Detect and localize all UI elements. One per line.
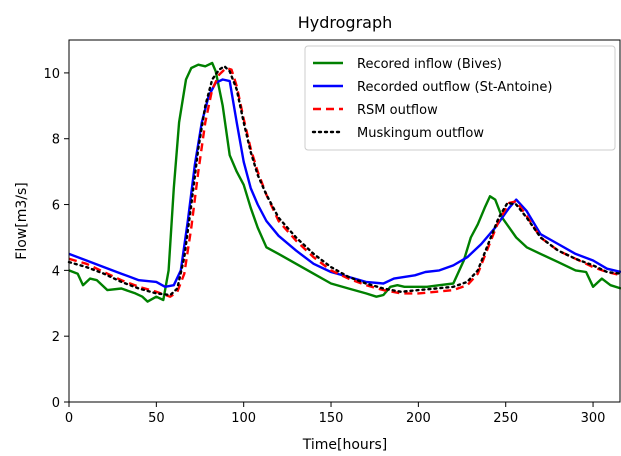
plot-frame [68, 39, 621, 403]
y-tick-label: 2 [52, 330, 60, 345]
y-tick-label: 0 [52, 396, 60, 411]
x-tick-label: 300 [581, 411, 606, 426]
x-tick-label: 0 [65, 411, 73, 426]
legend-entry: RSM outflow [357, 103, 438, 118]
x-axis: 0 50 100 150 200 250 300 [65, 402, 606, 426]
legend-entry: Muskingum outflow [357, 126, 484, 141]
chart-title: Hydrograph [298, 13, 393, 32]
y-tick-label: 4 [52, 264, 60, 279]
series-line-4 [67, 65, 621, 297]
series-line-2 [68, 78, 621, 288]
series-line-3 [68, 66, 621, 298]
x-axis-label: Time[hours] [302, 437, 388, 453]
legend-entry: Recored inflow (Bives) [357, 57, 502, 72]
series-line-1 [68, 61, 621, 303]
y-tick-label: 10 [43, 67, 60, 82]
legend: Recored inflow (Bives) Recorded outflow (… [304, 45, 616, 151]
y-tick-label: 6 [52, 199, 60, 214]
series-layer [67, 61, 621, 303]
x-tick-label: 50 [148, 411, 165, 426]
y-axis: 0 2 4 6 8 10 [43, 67, 69, 411]
legend-entry: Recorded outflow (St-Antoine) [357, 80, 552, 95]
legend-box [304, 45, 616, 151]
y-tick-label: 8 [52, 133, 60, 148]
x-tick-label: 100 [231, 411, 256, 426]
y-axis-label: Flow[m3/s] [14, 182, 30, 259]
x-tick-label: 200 [406, 411, 431, 426]
x-tick-label: 250 [493, 411, 518, 426]
x-tick-label: 150 [319, 411, 344, 426]
